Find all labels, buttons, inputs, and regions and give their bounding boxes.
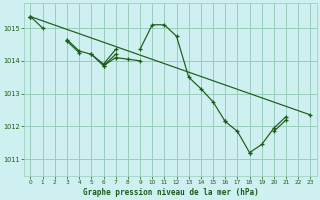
X-axis label: Graphe pression niveau de la mer (hPa): Graphe pression niveau de la mer (hPa)	[83, 188, 258, 197]
